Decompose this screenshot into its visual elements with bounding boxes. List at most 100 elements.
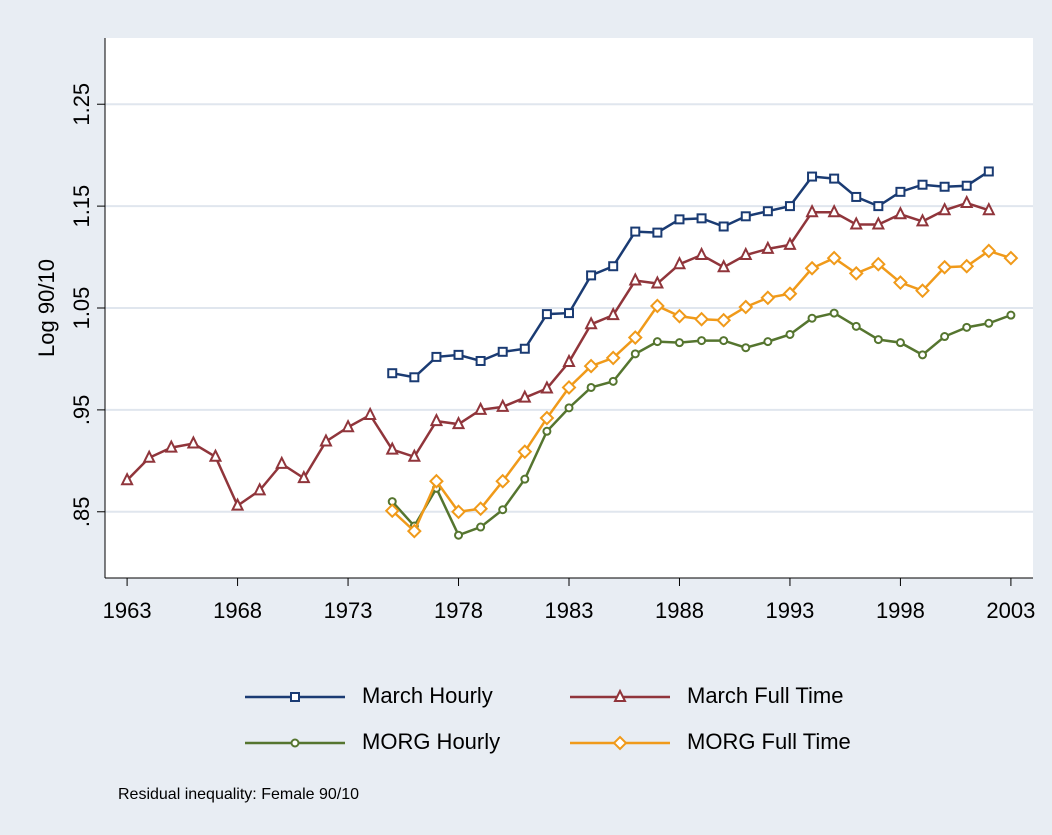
series-line <box>392 170 990 379</box>
y-axis-label: Log 90/10 <box>34 259 59 357</box>
point <box>960 194 974 209</box>
point <box>541 309 552 320</box>
series-line <box>126 201 990 508</box>
x-tick-label: 1973 <box>324 598 373 623</box>
point <box>785 329 795 339</box>
point <box>476 522 486 532</box>
x-tick-label: 1998 <box>876 598 925 623</box>
point <box>275 455 289 469</box>
point <box>120 471 134 486</box>
point <box>805 203 819 218</box>
point <box>697 336 707 346</box>
point <box>562 353 576 367</box>
point <box>583 358 599 374</box>
y-tick-label: 1.25 <box>69 83 94 126</box>
legend-label: MORG Hourly <box>362 729 500 754</box>
point <box>628 272 642 286</box>
point <box>873 335 883 345</box>
point <box>586 270 597 281</box>
point <box>760 290 776 306</box>
point <box>407 448 421 462</box>
point <box>517 444 533 460</box>
point <box>782 286 798 302</box>
point <box>959 258 975 274</box>
point <box>848 265 864 281</box>
point <box>539 410 555 426</box>
point <box>429 473 444 489</box>
point <box>608 261 619 272</box>
legend-marker <box>290 738 300 748</box>
point <box>981 243 997 259</box>
point <box>696 213 707 224</box>
point <box>475 355 486 366</box>
point <box>498 505 508 515</box>
point <box>253 482 267 496</box>
x-tick-label: 1968 <box>213 598 262 623</box>
point <box>895 338 905 348</box>
point <box>385 441 399 455</box>
point <box>142 449 156 463</box>
point <box>984 318 994 328</box>
point <box>762 206 773 217</box>
legend-label: MORG Full Time <box>687 729 851 754</box>
point <box>870 256 886 272</box>
point <box>940 332 950 342</box>
point <box>542 426 552 436</box>
point <box>608 376 618 386</box>
point <box>384 503 400 519</box>
point <box>363 406 377 420</box>
point <box>915 213 930 227</box>
point <box>520 474 530 484</box>
point <box>474 401 488 415</box>
point <box>672 255 687 270</box>
point <box>319 433 333 447</box>
point <box>962 322 972 332</box>
point <box>893 206 908 220</box>
point <box>409 372 420 383</box>
point <box>738 299 754 315</box>
point <box>652 337 662 347</box>
point <box>387 368 398 379</box>
point <box>939 181 950 192</box>
point <box>518 389 532 403</box>
y-tick-label: 1.05 <box>69 287 94 330</box>
point <box>519 343 530 354</box>
point <box>739 246 753 261</box>
point <box>719 336 729 346</box>
x-tick-label: 1983 <box>545 598 594 623</box>
point <box>982 201 996 216</box>
point <box>672 308 687 324</box>
x-tick-label: 1978 <box>434 598 483 623</box>
point <box>497 346 508 357</box>
point <box>496 398 510 412</box>
point <box>1006 310 1016 320</box>
point <box>606 306 620 321</box>
point <box>961 180 972 191</box>
point <box>871 216 885 230</box>
point <box>694 311 709 327</box>
legend-marker <box>613 688 627 702</box>
point <box>495 473 511 489</box>
point <box>915 283 930 299</box>
point <box>186 435 200 449</box>
point <box>918 350 928 360</box>
point <box>1003 250 1019 266</box>
point <box>917 179 928 190</box>
point <box>586 382 596 392</box>
y-tick-label: 1.15 <box>69 185 94 228</box>
point <box>718 221 729 232</box>
point <box>873 201 884 212</box>
point <box>827 203 841 218</box>
point <box>454 530 464 540</box>
point <box>674 338 684 348</box>
point <box>740 211 751 222</box>
x-tick-label: 1993 <box>765 598 814 623</box>
point <box>895 186 906 197</box>
point <box>741 343 751 353</box>
point <box>829 173 840 184</box>
point <box>937 259 953 275</box>
legend-marker <box>290 692 300 702</box>
point <box>627 330 643 345</box>
point <box>230 497 245 511</box>
